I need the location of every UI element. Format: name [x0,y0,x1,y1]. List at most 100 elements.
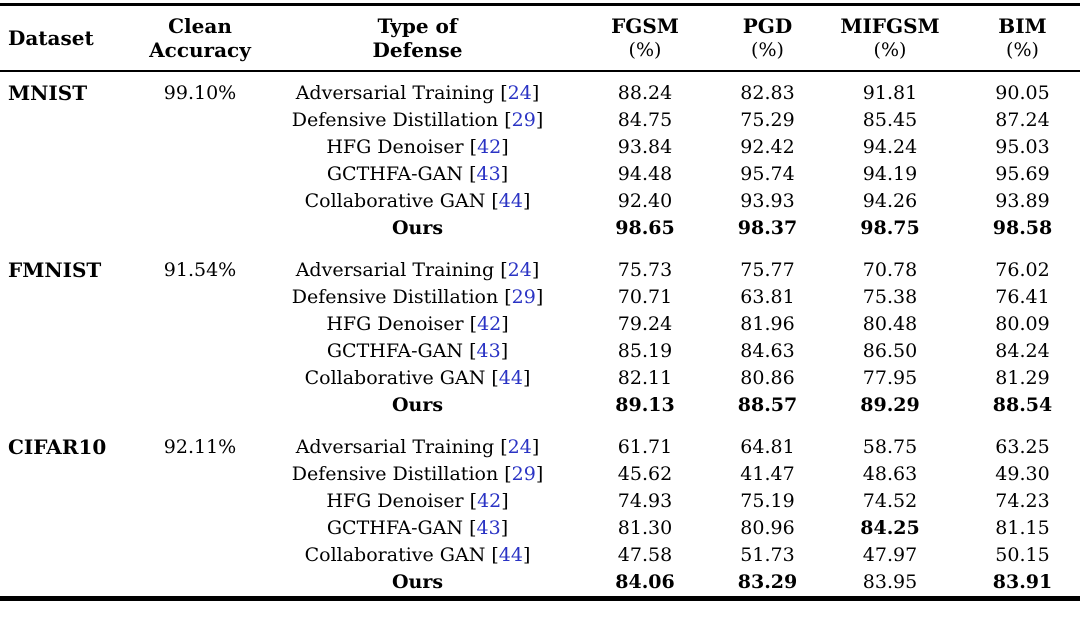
mifgsm-value: 91.81 [862,82,918,104]
mifgsm-value: 80.48 [862,313,918,335]
defense-results-table: Dataset Clean Accuracy Type of Defense FGS… [0,3,1080,601]
fgsm-value: 92.40 [617,190,673,212]
fgsm-value: 88.24 [617,82,673,104]
citation-bracket: [ [469,340,477,362]
fgsm-value: 47.58 [617,544,673,566]
citation-bracket: ] [500,340,509,362]
table-row: GCTHFA-GAN [43] 85.19 84.63 86.50 84.24 [0,338,1080,365]
citation-bracket: [ [469,163,477,185]
defense-name: Adversarial Training [295,436,495,458]
citation-bracket: ] [535,109,544,131]
col-header-type-of-defense: Type of Defense [372,14,463,62]
pgd-value: 75.77 [740,259,795,281]
citation-link[interactable]: 29 [511,286,536,308]
pgd-value: 88.57 [737,394,798,416]
fgsm-value: 81.30 [617,517,673,539]
defense-type-cell: Defensive Distillation [29] [265,107,570,134]
mifgsm-value: 94.19 [862,163,918,185]
fgsm-value: 94.48 [617,163,673,185]
defense-type-cell: Adversarial Training [24] [265,419,570,461]
pgd-value: 63.81 [740,286,795,308]
citation-link[interactable]: 44 [498,544,523,566]
mifgsm-value: 47.97 [862,544,918,566]
citation-bracket: [ [504,286,512,308]
mifgsm-value: 84.25 [860,517,920,539]
citation-bracket: [ [491,544,499,566]
pgd-value: 92.42 [740,136,795,158]
citation-link[interactable]: 44 [498,190,523,212]
defense-name: GCTHFA-GAN [326,163,464,185]
bim-value: 88.54 [992,394,1053,416]
mifgsm-value: 94.26 [862,190,918,212]
pgd-value: 80.86 [740,367,795,389]
citation-link[interactable]: 29 [511,109,536,131]
citation-link[interactable]: 44 [498,367,523,389]
defense-type-cell: HFG Denoiser [42] [265,134,570,161]
table-row: Collaborative GAN [44] 92.40 93.93 94.26… [0,188,1080,215]
defense-type-cell: Defensive Distillation [29] [265,461,570,488]
fgsm-value: 70.71 [617,286,673,308]
citation-bracket: ] [501,313,509,335]
bim-value: 81.15 [995,517,1050,539]
citation-link[interactable]: 42 [477,136,502,158]
citation-link[interactable]: 43 [476,163,501,185]
fgsm-value: 45.62 [617,463,673,485]
dataset-label: CIFAR10 [8,435,107,459]
table-row-ours: Ours 89.13 88.57 89.29 88.54 [0,392,1080,419]
pgd-value: 41.47 [740,463,795,485]
mifgsm-value: 48.63 [862,463,918,485]
defense-name: HFG Denoiser [326,136,464,158]
table-row-ours: Ours 98.65 98.37 98.75 98.58 [0,215,1080,242]
citation-link[interactable]: 24 [507,259,532,281]
fgsm-value: 93.84 [617,136,673,158]
pgd-value: 75.29 [740,109,795,131]
defense-type-cell: GCTHFA-GAN [43] [265,338,570,365]
citation-bracket: ] [531,259,540,281]
citation-bracket: [ [469,313,478,335]
defense-name: Defensive Distillation [291,463,499,485]
mifgsm-value: 86.50 [862,340,918,362]
citation-link[interactable]: 24 [507,436,532,458]
pgd-value: 51.73 [740,544,795,566]
citation-link[interactable]: 42 [477,490,502,512]
col-header-clean-accuracy: Clean Accuracy [149,14,251,62]
col-header-fgsm: FGSM (%) [611,14,679,61]
citation-bracket: [ [500,82,508,104]
mifgsm-value: 85.45 [862,109,918,131]
defense-type-cell: HFG Denoiser [42] [265,488,570,515]
citation-link[interactable]: 43 [476,517,501,539]
section-fmnist: FMNIST 91.54% Adversarial Training [24] … [0,242,1080,419]
header-row: Dataset Clean Accuracy Type of Defense FGS… [0,5,1080,72]
citation-bracket: ] [501,490,509,512]
table-row-ours: Ours 84.06 83.29 83.95 83.91 [0,569,1080,599]
defense-name: HFG Denoiser [326,490,464,512]
mifgsm-value: 75.38 [862,286,918,308]
mifgsm-value: 94.24 [862,136,918,158]
citation-link[interactable]: 43 [476,340,501,362]
defense-name: GCTHFA-GAN [326,517,464,539]
bim-value: 95.69 [995,163,1050,185]
citation-link[interactable]: 29 [511,463,536,485]
table-row: Defensive Distillation [29] 84.75 75.29 … [0,107,1080,134]
bim-value: 63.25 [995,436,1050,458]
table-row: Defensive Distillation [29] 70.71 63.81 … [0,284,1080,311]
defense-name: GCTHFA-GAN [326,340,464,362]
pgd-value: 82.83 [740,82,795,104]
citation-link[interactable]: 42 [477,313,502,335]
pgd-value: 80.96 [740,517,795,539]
defense-type-cell: Collaborative GAN [44] [265,365,570,392]
bim-value: 49.30 [995,463,1050,485]
fgsm-value: 84.75 [617,109,673,131]
citation-bracket: [ [491,190,499,212]
section-cifar10: CIFAR10 92.11% Adversarial Training [24]… [0,419,1080,599]
citation-link[interactable]: 24 [507,82,532,104]
citation-bracket: [ [469,517,477,539]
citation-bracket: ] [531,82,540,104]
mifgsm-value: 58.75 [862,436,918,458]
defense-type-cell: HFG Denoiser [42] [265,311,570,338]
citation-bracket: ] [535,286,544,308]
col-header-mifgsm: MIFGSM (%) [840,14,940,61]
pgd-value: 98.37 [737,217,798,239]
bim-value: 81.29 [995,367,1050,389]
bim-value: 50.15 [995,544,1050,566]
